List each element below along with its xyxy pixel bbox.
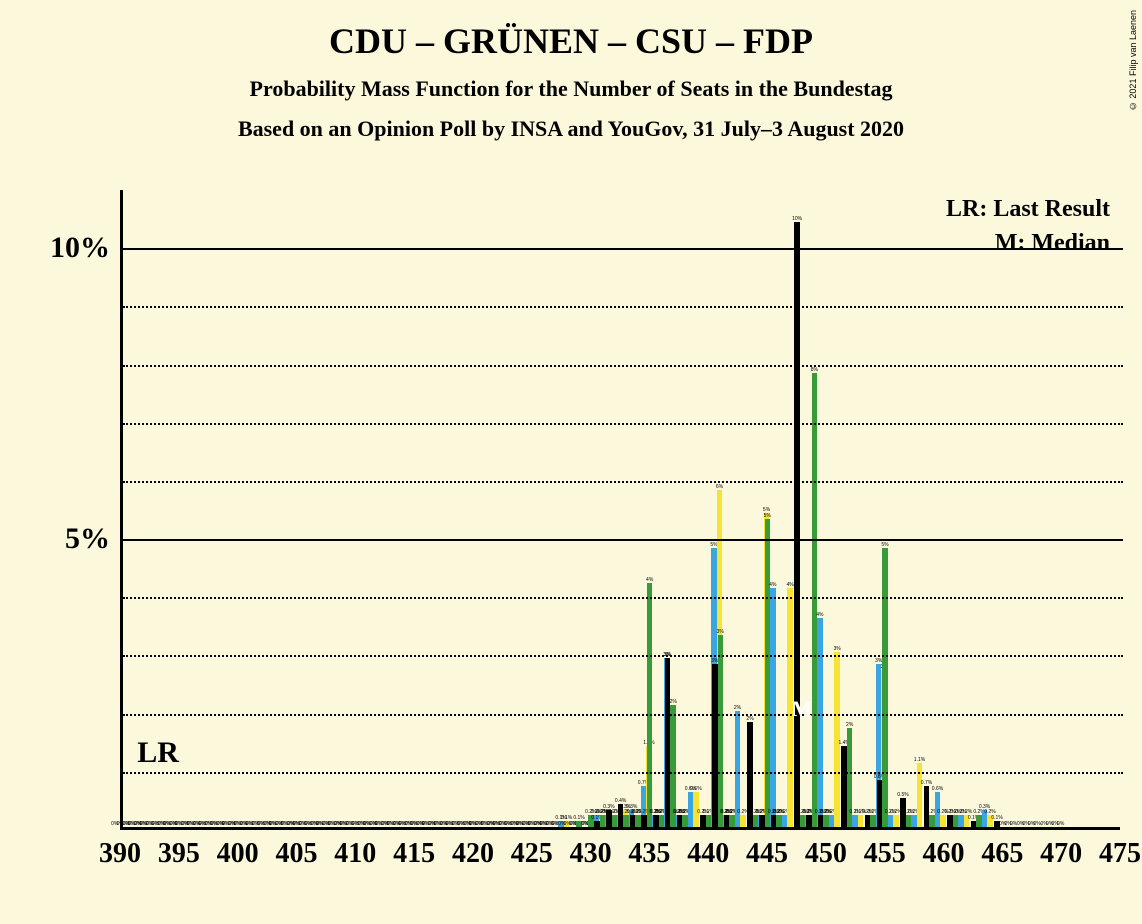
bar-value-label: 1.1%	[914, 757, 925, 763]
xtick-label: 475	[1099, 838, 1141, 870]
bar-value-label: 6%	[716, 484, 723, 490]
bar-FDP: 0.2%	[893, 815, 899, 827]
legend-last-result: LR: Last Result	[946, 196, 1110, 223]
chart-subtitle-2: Based on an Opinion Poll by INSA and You…	[0, 116, 1142, 142]
plot: 0%0%0%0%0%0%0%0%0%0%0%0%0%0%0%0%0%0%0%0%…	[120, 190, 1120, 830]
bar-GRÜNEN: 5%	[882, 548, 888, 827]
bar-value-label: 0.7%	[921, 780, 932, 786]
xtick-label: 445	[746, 838, 788, 870]
grid-minor	[123, 714, 1123, 716]
bar-value-label: 2%	[670, 699, 677, 705]
bar-value-label: 8%	[811, 367, 818, 373]
grid-minor	[123, 365, 1123, 367]
grid-minor	[123, 481, 1123, 483]
grid-minor	[123, 423, 1123, 425]
bar-value-label: 0%	[1057, 821, 1064, 827]
xtick-label: 410	[334, 838, 376, 870]
bar-group: 0.1%0.2%0.3%0.2%	[971, 810, 993, 827]
xtick-label: 415	[393, 838, 435, 870]
xtick-label: 440	[687, 838, 729, 870]
bar-group: 0.8%5%0.2%0.2%	[877, 548, 899, 827]
legend-median: M: Median	[995, 230, 1110, 257]
xtick-label: 450	[805, 838, 847, 870]
lr-marker: LR	[137, 736, 179, 770]
bar-group: 0.2%0.2%0.2%0.2%	[947, 815, 969, 827]
xtick-label: 400	[217, 838, 259, 870]
bar-GRÜNEN: 4%	[647, 583, 653, 827]
bar-FDP: 0.2%	[740, 815, 746, 827]
grid-major	[123, 539, 1123, 541]
chart-subtitle-1: Probability Mass Function for the Number…	[0, 76, 1142, 102]
xtick-label: 425	[511, 838, 553, 870]
bar-group: 0.2%0.2%0.6%0.6%	[677, 792, 699, 827]
bar-group: 1.4%2%0.2%0.2%	[841, 728, 863, 827]
bar-FDP: 0.2%	[940, 815, 946, 827]
bar-GRÜNEN: 3%	[718, 635, 724, 827]
bar-FDP: 0.2%	[858, 815, 864, 827]
bar-value-label: 4%	[816, 612, 823, 618]
xtick-label: 390	[99, 838, 141, 870]
bars-container: 0%0%0%0%0%0%0%0%0%0%0%0%0%0%0%0%0%0%0%0%…	[123, 187, 1123, 827]
grid-major	[123, 248, 1123, 250]
bar-value-label: 0.4%	[615, 798, 626, 804]
ytick-label: 10%	[50, 231, 110, 265]
bar-value-label: 4%	[646, 577, 653, 583]
bar-value-label: 2%	[734, 705, 741, 711]
bar-value-label: 4%	[786, 582, 793, 588]
xtick-label: 435	[628, 838, 670, 870]
bar-group: 0.2%0.2%2%0.2%	[724, 711, 746, 827]
grid-minor	[123, 306, 1123, 308]
chart-area: 0%0%0%0%0%0%0%0%0%0%0%0%0%0%0%0%0%0%0%0%…	[120, 190, 1120, 830]
xtick-label: 455	[864, 838, 906, 870]
bar-value-label: 3%	[834, 646, 841, 652]
bar-group: 0.2%0.2%0.2%4%	[771, 588, 793, 827]
bar-group: 0.7%0.2%0.6%0.2%	[924, 786, 946, 827]
bar-value-label: 5%	[881, 542, 888, 548]
xtick-label: 460	[923, 838, 965, 870]
grid-minor	[123, 772, 1123, 774]
copyright-label: © 2021 Filip van Laenen	[1128, 10, 1138, 111]
bar-value-label: 0.5%	[897, 792, 908, 798]
xtick-label: 470	[1040, 838, 1082, 870]
bar-value-label: 2%	[846, 722, 853, 728]
chart-title: CDU – GRÜNEN – CSU – FDP	[0, 0, 1142, 62]
bar-value-label: 0.6%	[932, 786, 943, 792]
bar-value-label: 2%	[746, 716, 753, 722]
bar-value-label: 5%	[764, 513, 771, 519]
xtick-label: 395	[158, 838, 200, 870]
xtick-label: 405	[275, 838, 317, 870]
ytick-label: 5%	[65, 522, 110, 556]
bar-CDU: 10%	[794, 222, 800, 827]
xtick-label: 465	[981, 838, 1023, 870]
xtick-label: 430	[570, 838, 612, 870]
grid-minor	[123, 655, 1123, 657]
grid-minor	[123, 597, 1123, 599]
bar-group: 0.1%0%0%0%	[994, 821, 1016, 827]
m-marker: M	[791, 696, 812, 722]
bar-group: 0.2%0.2%0.2%3%	[818, 652, 840, 827]
bar-value-label: 3%	[717, 629, 724, 635]
bar-value-label: 10%	[792, 216, 802, 222]
xtick-label: 420	[452, 838, 494, 870]
